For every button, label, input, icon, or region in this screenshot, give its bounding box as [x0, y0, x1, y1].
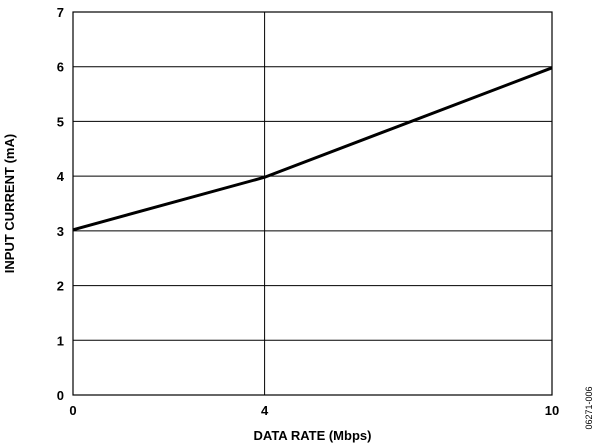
grid: [73, 12, 552, 395]
y-tick-labels: 0 1 2 3 4 5 6 7: [57, 5, 65, 403]
x-tick-label: 0: [69, 403, 76, 418]
series-group: [72, 66, 553, 232]
y-tick-label: 4: [57, 169, 65, 184]
x-tick-label: 10: [545, 403, 559, 418]
x-tick-label: 4: [261, 403, 269, 418]
y-tick-label: 3: [57, 224, 64, 239]
y-tick-label: 2: [57, 279, 64, 294]
x-axis-label: DATA RATE (Mbps): [254, 428, 372, 443]
y-tick-label: 0: [57, 388, 64, 403]
x-tick-labels: 0 4 10: [69, 403, 559, 418]
figure-id: 06271-006: [584, 386, 594, 429]
y-tick-label: 7: [57, 5, 64, 20]
y-tick-label: 6: [57, 60, 64, 75]
plot-frame: [72, 11, 553, 396]
series-line: [72, 66, 553, 232]
y-tick-label: 5: [57, 114, 64, 129]
y-axis-label: INPUT CURRENT (mA): [2, 134, 17, 273]
y-tick-label: 1: [57, 333, 64, 348]
